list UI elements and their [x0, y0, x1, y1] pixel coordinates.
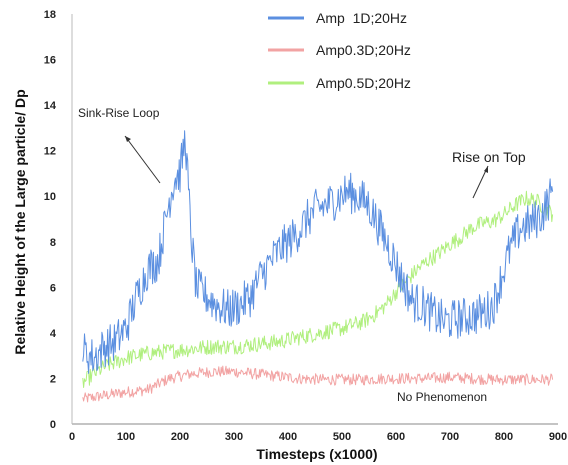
x-tick-label: 300: [225, 431, 243, 443]
series-line-2: [82, 190, 554, 388]
x-tick-label: 700: [441, 431, 459, 443]
annotation-arrowhead-rise-on-top: [484, 166, 488, 173]
legend-label-amp1d: Amp 1D;20Hz: [316, 10, 407, 26]
annotation-rise-on-top: Rise on Top: [452, 149, 526, 165]
y-tick-label: 16: [44, 55, 56, 67]
y-tick-label: 8: [50, 237, 56, 249]
legend-label-amp05d: Amp0.5D;20Hz: [316, 75, 411, 91]
y-axis-title: Relative Height of the Large particle/ D…: [12, 89, 28, 354]
annotation-arrow-sink-rise: [124, 135, 161, 184]
series-line-0: [82, 130, 554, 374]
x-axis-title: Timesteps (x1000): [256, 446, 377, 462]
annotation-no-phenomenon: No Phenomenon: [397, 390, 487, 404]
annotation-arrowhead-sink-rise: [125, 136, 131, 142]
legend: Amp 1D;20Hz Amp0.3D;20Hz Amp0.5D;20Hz: [268, 10, 411, 91]
series-line-1: [82, 365, 554, 403]
y-tick-label: 0: [50, 419, 56, 431]
x-tick-labels: 0 100 200 300 400 500 600 700 800 900: [69, 431, 567, 443]
x-tick-label: 600: [387, 431, 405, 443]
y-tick-label: 10: [44, 191, 56, 203]
y-tick-label: 2: [50, 373, 56, 385]
legend-label-amp03d: Amp0.3D;20Hz: [316, 42, 411, 58]
annotation-sink-rise-loop: Sink-Rise Loop: [78, 106, 160, 120]
y-tick-label: 12: [44, 146, 56, 158]
y-tick-labels: 0 2 4 6 8 10 12 14 16 18: [44, 9, 57, 431]
y-tick-label: 14: [44, 100, 57, 112]
x-tick-label: 900: [549, 431, 567, 443]
x-tick-label: 100: [117, 431, 135, 443]
series-layer: [82, 130, 554, 403]
x-tick-label: 400: [279, 431, 297, 443]
x-tick-label: 200: [171, 431, 189, 443]
y-tick-label: 18: [44, 9, 56, 21]
x-tick-label: 800: [495, 431, 513, 443]
x-tick-label: 500: [333, 431, 351, 443]
y-tick-label: 4: [50, 328, 57, 340]
x-tick-label: 0: [69, 431, 75, 443]
y-tick-label: 6: [50, 282, 56, 294]
